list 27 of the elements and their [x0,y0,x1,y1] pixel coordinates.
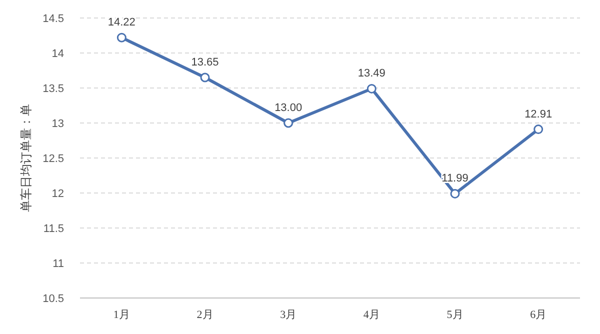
x-tick-label: 5月 [446,309,464,321]
data-label: 12.91 [524,108,552,120]
y-tick-label: 12.5 [42,153,64,165]
y-tick-label: 10.5 [42,293,64,305]
x-tick-label: 1月 [113,309,130,321]
point [366,84,376,94]
y-tick-label: 13.5 [42,83,64,95]
y-tick-label: 11.5 [43,223,64,235]
data-label: 13.65 [191,56,219,68]
point [534,124,544,134]
x-tick-label: 4月 [363,309,380,321]
y-tick-label: 11 [52,258,64,270]
data-label: 13.49 [358,68,386,80]
x-tick-label: 6月 [530,309,547,321]
data-label: 14.22 [108,16,136,29]
point [116,32,126,42]
y-tick-label: 13 [52,118,64,130]
data-label: 13.00 [274,102,302,114]
point [284,118,294,128]
point [450,188,460,198]
x-tick-label: 3月 [280,309,297,321]
x-tick-label: 2月 [196,309,214,321]
y-axis-title: 单车日均订单量：单 [19,104,33,212]
point [200,72,210,82]
y-tick-label: 12 [52,188,64,200]
y-tick-label: 14.5 [42,13,64,25]
y-tick-label: 14 [52,48,64,60]
